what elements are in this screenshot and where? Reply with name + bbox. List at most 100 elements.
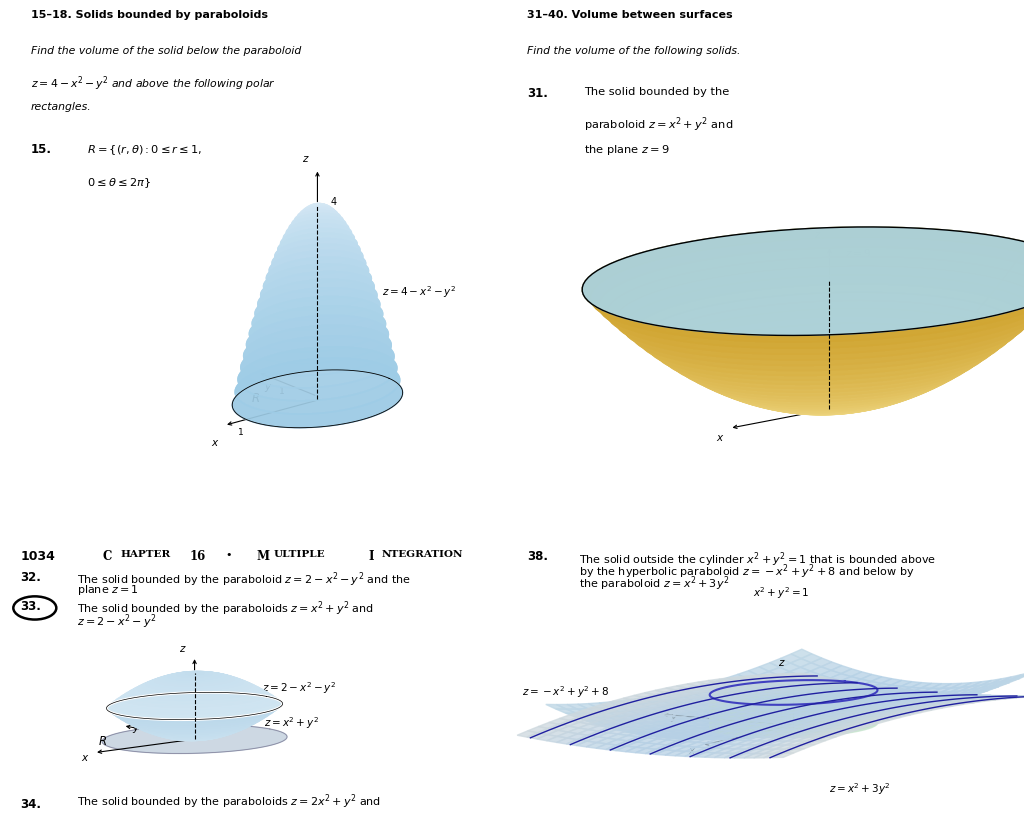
Polygon shape <box>787 729 808 732</box>
Polygon shape <box>756 700 776 707</box>
Polygon shape <box>809 727 829 731</box>
Polygon shape <box>739 724 760 728</box>
Polygon shape <box>835 721 855 724</box>
Polygon shape <box>812 712 833 714</box>
Polygon shape <box>591 709 611 715</box>
Polygon shape <box>255 279 380 330</box>
Polygon shape <box>944 703 965 704</box>
Polygon shape <box>881 715 901 718</box>
Polygon shape <box>795 745 815 749</box>
Polygon shape <box>598 732 618 738</box>
Polygon shape <box>762 711 782 714</box>
Polygon shape <box>758 733 778 737</box>
Polygon shape <box>899 695 920 696</box>
Polygon shape <box>850 689 870 690</box>
Polygon shape <box>819 725 840 728</box>
Polygon shape <box>274 233 360 267</box>
Polygon shape <box>737 688 758 691</box>
Polygon shape <box>633 697 653 702</box>
Polygon shape <box>769 667 790 676</box>
Polygon shape <box>940 694 961 695</box>
Polygon shape <box>808 692 828 695</box>
Polygon shape <box>870 683 891 690</box>
Polygon shape <box>172 734 217 741</box>
Polygon shape <box>731 716 752 719</box>
Polygon shape <box>806 697 826 700</box>
Polygon shape <box>885 713 905 718</box>
Polygon shape <box>590 715 610 720</box>
Polygon shape <box>627 730 647 732</box>
Polygon shape <box>660 716 681 720</box>
Polygon shape <box>609 707 630 712</box>
Text: C: C <box>102 550 112 563</box>
Polygon shape <box>892 689 912 690</box>
Polygon shape <box>668 731 688 736</box>
Polygon shape <box>629 719 649 723</box>
Polygon shape <box>670 723 690 727</box>
Polygon shape <box>598 708 620 713</box>
Polygon shape <box>155 727 234 739</box>
Polygon shape <box>630 721 650 727</box>
Text: x: x <box>717 433 722 443</box>
Polygon shape <box>997 697 1018 698</box>
Polygon shape <box>656 736 677 737</box>
Polygon shape <box>776 696 797 700</box>
Polygon shape <box>821 407 838 411</box>
Polygon shape <box>654 692 675 696</box>
Polygon shape <box>859 721 880 723</box>
Polygon shape <box>754 717 774 722</box>
Polygon shape <box>814 706 835 709</box>
Polygon shape <box>137 677 252 695</box>
Polygon shape <box>929 695 949 696</box>
Polygon shape <box>808 730 828 734</box>
Polygon shape <box>759 685 779 688</box>
Polygon shape <box>803 708 823 711</box>
Polygon shape <box>690 725 711 728</box>
Polygon shape <box>870 689 891 690</box>
Polygon shape <box>817 695 838 698</box>
Polygon shape <box>774 721 795 724</box>
Polygon shape <box>703 700 724 704</box>
Polygon shape <box>808 726 828 729</box>
Polygon shape <box>269 244 366 284</box>
Polygon shape <box>759 682 779 685</box>
Polygon shape <box>920 692 940 697</box>
Polygon shape <box>753 722 774 725</box>
Polygon shape <box>580 718 600 724</box>
Polygon shape <box>891 690 911 691</box>
Polygon shape <box>821 682 842 685</box>
Polygon shape <box>930 688 951 693</box>
Polygon shape <box>624 275 1024 371</box>
Polygon shape <box>826 710 847 714</box>
Polygon shape <box>844 722 864 725</box>
Polygon shape <box>710 700 878 726</box>
Polygon shape <box>729 723 750 727</box>
Polygon shape <box>630 716 650 721</box>
Polygon shape <box>913 707 934 709</box>
Polygon shape <box>866 700 887 702</box>
Polygon shape <box>796 710 816 715</box>
Polygon shape <box>723 704 743 707</box>
Polygon shape <box>854 719 874 723</box>
Text: z: z <box>179 644 184 653</box>
Polygon shape <box>116 700 273 727</box>
Polygon shape <box>852 710 872 713</box>
Polygon shape <box>797 705 817 710</box>
Polygon shape <box>854 705 874 708</box>
Polygon shape <box>698 736 719 737</box>
Polygon shape <box>879 701 899 705</box>
Polygon shape <box>141 676 248 693</box>
Polygon shape <box>886 710 907 714</box>
Polygon shape <box>725 749 745 753</box>
Polygon shape <box>918 697 938 699</box>
Polygon shape <box>864 706 885 709</box>
Polygon shape <box>820 670 841 678</box>
Polygon shape <box>967 699 987 700</box>
Polygon shape <box>793 710 813 713</box>
Polygon shape <box>673 704 693 709</box>
Polygon shape <box>723 714 743 719</box>
Polygon shape <box>599 247 1024 354</box>
Polygon shape <box>807 733 827 737</box>
Text: $z = -x^2 + y^2 + 8$: $z = -x^2 + y^2 + 8$ <box>522 684 609 700</box>
Polygon shape <box>247 306 388 363</box>
